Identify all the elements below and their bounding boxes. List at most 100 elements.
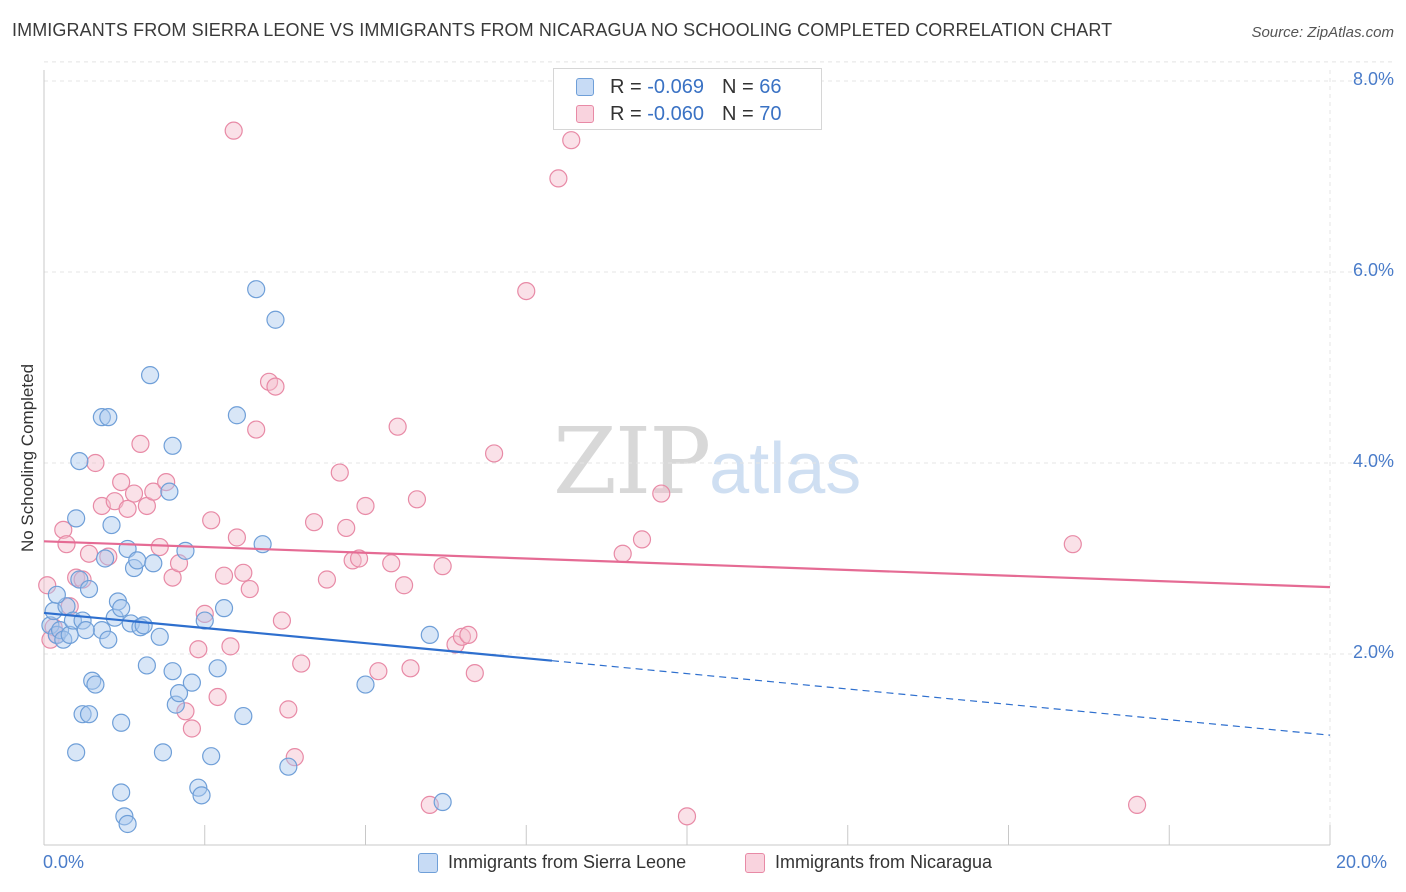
nicaragua-point-58 xyxy=(452,627,472,646)
nicaragua-point-25 xyxy=(182,719,201,738)
sierra-leone-point-55 xyxy=(227,406,246,425)
stats-row-nicaragua: R = -0.060 N = 70 xyxy=(576,102,781,126)
stats-n-label: N = xyxy=(721,75,754,98)
y-axis-label: No Schooling Completed xyxy=(18,363,37,553)
y-tick-label-1: 4.0% xyxy=(1352,451,1394,471)
sierra-leone-point-36 xyxy=(118,814,137,834)
nicaragua-point-28 xyxy=(202,511,221,530)
nicaragua-point-16 xyxy=(124,484,144,503)
sierra-leone-point-24 xyxy=(92,621,111,640)
nicaragua-point-65 xyxy=(632,530,652,549)
nicaragua-point-24 xyxy=(176,702,195,721)
sierra-leone-point-11 xyxy=(73,705,92,724)
y-tick-label-2: 6.0% xyxy=(1352,260,1394,280)
legend-swatch-pink xyxy=(745,852,765,873)
nicaragua-point-32 xyxy=(227,528,246,547)
nicaragua-point-44 xyxy=(330,463,349,482)
watermark-zip: ZIP xyxy=(553,408,711,515)
legend-item-sierra-leone[interactable]: Immigrants from Sierra Leone xyxy=(418,852,686,873)
sierra-leone-point-0 xyxy=(41,616,60,635)
nicaragua-point-71 xyxy=(1127,795,1147,814)
sierra-leone-point-47 xyxy=(176,541,195,560)
nicaragua-point-40 xyxy=(285,748,304,767)
nicaragua-point-68 xyxy=(224,121,243,140)
sierra-leone-point-17 xyxy=(86,675,105,694)
nicaragua-point-70 xyxy=(1063,535,1082,554)
sierra-leone-point-20 xyxy=(99,408,118,427)
nicaragua-point-62 xyxy=(517,282,536,301)
trend-line-sierra-leone xyxy=(43,611,553,662)
nicaragua-point-61 xyxy=(485,444,504,463)
nicaragua-point-64 xyxy=(613,544,632,563)
sierra-leone-point-63 xyxy=(433,792,452,812)
legend-item-nicaragua[interactable]: Immigrants from Nicaragua xyxy=(745,852,992,873)
series-sierra-leone-points xyxy=(41,280,452,834)
sierra-leone-point-56 xyxy=(234,706,253,726)
nicaragua-point-39 xyxy=(279,700,298,719)
nicaragua-point-35 xyxy=(247,420,266,439)
nicaragua-point-30 xyxy=(214,566,234,585)
nicaragua-point-57 xyxy=(446,635,465,654)
sierra-leone-point-33 xyxy=(134,616,153,635)
stats-legend: R = -0.069 N = 66 R = -0.060 N = 70 xyxy=(553,68,822,130)
sierra-leone-point-37 xyxy=(137,656,156,675)
sierra-leone-point-27 xyxy=(112,599,131,618)
nicaragua-point-7 xyxy=(67,568,86,587)
legend-swatch-blue xyxy=(418,852,438,873)
series-nicaragua-points xyxy=(38,121,1147,826)
stats-n-value: 70 xyxy=(759,102,782,125)
sierra-leone-point-10 xyxy=(70,451,89,471)
stats-r-value: -0.069 xyxy=(647,75,704,98)
sierra-leone-point-38 xyxy=(144,554,163,573)
nicaragua-point-53 xyxy=(401,659,420,678)
sierra-leone-point-52 xyxy=(202,747,221,766)
sierra-leone-point-8 xyxy=(47,585,66,604)
sierra-leone-point-46 xyxy=(169,684,189,703)
nicaragua-point-33 xyxy=(234,563,253,582)
sierra-leone-point-45 xyxy=(166,695,185,714)
nicaragua-point-50 xyxy=(382,554,401,573)
nicaragua-point-27 xyxy=(195,604,214,623)
sierra-leone-point-25 xyxy=(99,630,118,649)
sierra-leone-point-59 xyxy=(266,310,285,329)
nicaragua-point-15 xyxy=(118,499,137,518)
stats-r-label: R = xyxy=(610,75,642,98)
nicaragua-point-41 xyxy=(292,654,311,673)
legend-swatch-blue xyxy=(576,78,594,96)
sierra-leone-point-57 xyxy=(247,280,266,299)
stats-n-value: 66 xyxy=(759,75,782,98)
nicaragua-point-10 xyxy=(86,453,105,473)
stats-r-label: R = xyxy=(610,102,642,125)
sierra-leone-point-50 xyxy=(192,786,211,805)
sierra-leone-point-44 xyxy=(163,662,182,681)
x-tick-label-max: 20.0% xyxy=(1336,852,1388,872)
nicaragua-point-48 xyxy=(356,496,375,516)
nicaragua-point-45 xyxy=(337,518,356,538)
nicaragua-point-14 xyxy=(112,473,131,492)
nicaragua-point-54 xyxy=(407,490,427,509)
stats-row-sierra-leone: R = -0.069 N = 66 xyxy=(576,75,781,99)
sierra-leone-point-54 xyxy=(214,599,234,618)
sierra-leone-point-35 xyxy=(112,713,131,732)
source-label: Source: ZipAtlas.com xyxy=(1251,24,1394,41)
watermark: ZIPatlas xyxy=(553,408,861,515)
sierra-leone-point-31 xyxy=(128,551,147,570)
sierra-leone-point-12 xyxy=(67,743,86,762)
nicaragua-point-29 xyxy=(208,687,227,707)
nicaragua-point-56 xyxy=(433,557,452,576)
sierra-leone-point-21 xyxy=(102,515,121,535)
nicaragua-point-60 xyxy=(465,663,484,683)
nicaragua-point-19 xyxy=(144,482,163,501)
nicaragua-point-52 xyxy=(394,576,414,595)
nicaragua-point-4 xyxy=(54,520,73,539)
sierra-leone-point-23 xyxy=(95,549,115,568)
nicaragua-point-38 xyxy=(272,611,292,630)
sierra-leone-point-61 xyxy=(356,675,375,694)
nicaragua-point-67 xyxy=(677,807,697,826)
trend-line-sierra-leone-extension xyxy=(551,660,1331,736)
sierra-leone-point-13 xyxy=(70,570,89,589)
nicaragua-point-37 xyxy=(266,377,285,396)
sierra-leone-point-62 xyxy=(420,625,439,645)
y-tick-label-0: 2.0% xyxy=(1352,642,1394,662)
